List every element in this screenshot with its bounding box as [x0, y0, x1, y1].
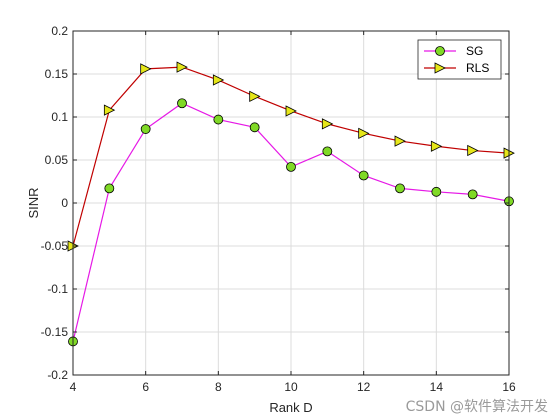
legend-rls-marker [434, 62, 446, 74]
data-point-rls [285, 105, 297, 117]
x-tick-label: 4 [70, 380, 77, 394]
data-point-rls [321, 118, 334, 130]
data-point-sg [177, 98, 187, 109]
x-tick-label: 8 [215, 380, 222, 394]
data-point-sg [322, 146, 333, 157]
y-tick-label: -0.05 [41, 239, 69, 253]
data-point-sg [104, 183, 115, 194]
data-point-rls [249, 90, 261, 103]
y-tick-label: -0.1 [47, 282, 68, 296]
watermark-text: CSDN @软件算法开发 [405, 399, 548, 415]
y-tick-label: 0 [61, 196, 68, 210]
x-tick-label: 16 [502, 380, 516, 394]
x-tick-label: 14 [430, 380, 444, 394]
data-point-rls [358, 127, 370, 139]
legend-sg-marker [435, 46, 445, 56]
legend-box [417, 39, 502, 80]
data-point-sg [286, 161, 296, 172]
axis-ticks: 4 6 8 10 12 14 16 -0.2 -0.15 -0.1 -0.05 0 0.05 0.1 0.1… [41, 24, 516, 394]
x-tick-label: 12 [357, 380, 371, 394]
legend-sg-label: SG [466, 44, 483, 58]
x-tick-label: 6 [142, 380, 149, 394]
y-tick-label: 0.15 [45, 67, 69, 81]
x-tick-label: 10 [284, 380, 298, 394]
y-axis-label: SINR [26, 187, 41, 218]
data-point-sg [249, 122, 260, 133]
y-tick-label: -0.2 [47, 368, 68, 382]
data-point-rls [176, 61, 188, 73]
y-tick-label: 0.1 [51, 110, 68, 124]
legend-rls-label: RLS [466, 61, 489, 75]
data-point-rls [394, 135, 406, 147]
data-point-rls [212, 74, 225, 86]
data-point-sg [358, 170, 369, 181]
data-point-sg [140, 124, 151, 134]
y-tick-label: 0.2 [51, 24, 68, 38]
data-point-sg [213, 114, 224, 125]
y-tick-label: -0.15 [41, 325, 69, 339]
data-point-rls [140, 63, 152, 75]
y-tick-label: 0.05 [45, 153, 69, 167]
data-point-rls [467, 144, 479, 157]
data-point-sg [395, 183, 405, 194]
data-point-sg [467, 189, 478, 200]
data-point-rls [103, 104, 116, 116]
legend: SG RLS [417, 39, 502, 80]
x-axis-label: Rank D [269, 400, 312, 415]
data-point-sg [431, 186, 442, 197]
data-point-rls [430, 140, 443, 152]
